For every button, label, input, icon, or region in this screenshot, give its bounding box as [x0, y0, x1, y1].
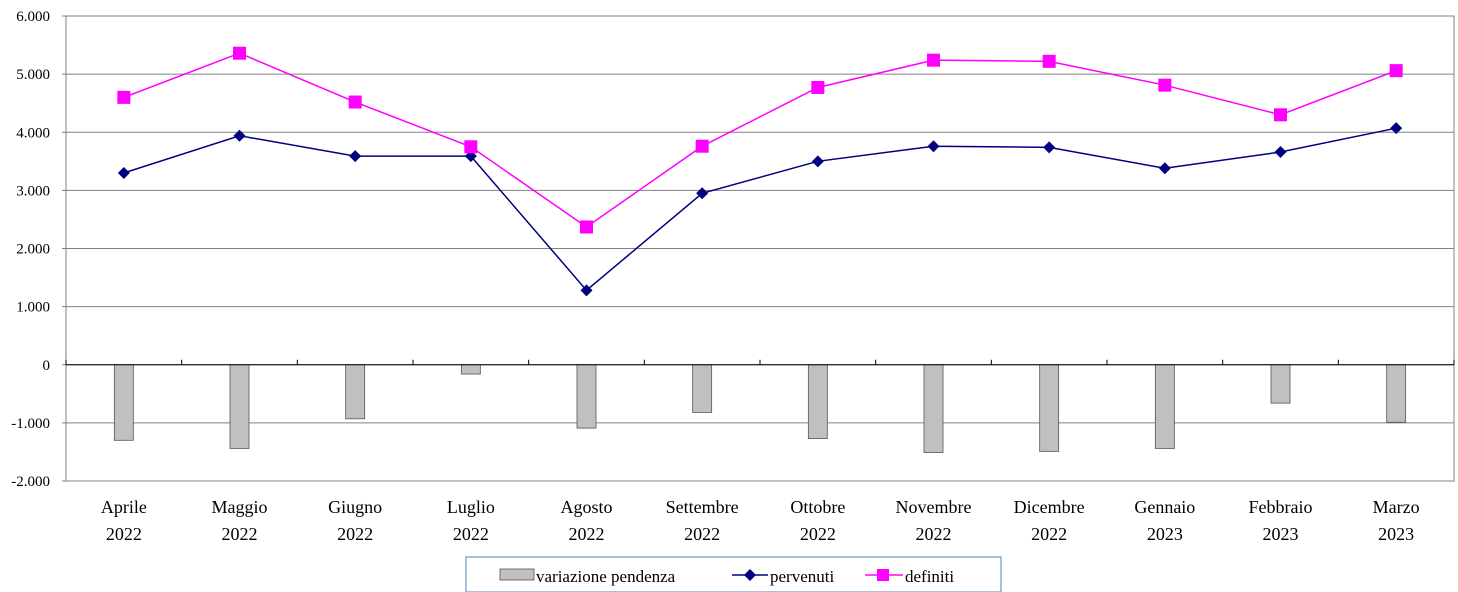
legend: variazione pendenza pervenuti definiti [465, 556, 1002, 592]
legend-marker-definiti [877, 569, 889, 581]
point-definiti [348, 95, 362, 109]
point-definiti [811, 80, 825, 94]
point-definiti [695, 139, 709, 153]
point-pervenuti [927, 140, 940, 153]
point-pervenuti [1274, 146, 1287, 159]
legend-label-definiti: definiti [905, 567, 954, 586]
y-tick-label: 1.000 [16, 300, 50, 316]
x-tick-label: Maggio [212, 497, 268, 517]
x-tick-label-year: 2023 [1263, 524, 1299, 544]
legend-swatch-bar [499, 568, 535, 581]
point-definiti [1158, 78, 1172, 92]
x-tick-label: Settembre [666, 497, 739, 517]
bar-variazione-pendenza [692, 364, 713, 413]
point-pervenuti [349, 150, 362, 163]
point-definiti [1389, 64, 1403, 78]
x-tick-label-year: 2022 [453, 524, 489, 544]
point-definiti [580, 220, 593, 234]
y-tick-label: 0 [43, 358, 51, 374]
x-tick-label-year: 2022 [800, 524, 836, 544]
bar-variazione-pendenza [1270, 364, 1291, 404]
point-pervenuti [1158, 162, 1171, 175]
point-pervenuti [811, 155, 824, 168]
bars-variazione-pendenza [113, 364, 1407, 453]
bar-variazione-pendenza [923, 364, 944, 453]
x-tick-label-year: 2022 [337, 524, 373, 544]
plot-area-border [65, 15, 1455, 482]
x-tick-label: Aprile [101, 497, 147, 517]
y-axis-tick-labels: 6.000 5.000 4.000 3.000 2.000 1.000 0 -1.000 -2.… [11, 9, 50, 490]
y-tick-label: 2.000 [16, 242, 50, 258]
x-tick-label-year: 2022 [569, 524, 605, 544]
x-tick-label: Luglio [447, 497, 495, 517]
point-pervenuti [1043, 141, 1056, 154]
x-tick-label: Novembre [896, 497, 972, 517]
bar-variazione-pendenza [345, 364, 366, 420]
x-tick-label-year: 2023 [1378, 524, 1414, 544]
y-tick-label: -2.000 [11, 474, 50, 490]
x-tick-label: Dicembre [1014, 497, 1085, 517]
bar-variazione-pendenza [1386, 364, 1407, 423]
bar-variazione-pendenza [113, 364, 134, 441]
bar-variazione-pendenza [1039, 364, 1060, 452]
x-tick-label: Ottobre [790, 497, 845, 517]
line-definiti [123, 52, 1397, 228]
legend-marker-pervenuti [744, 569, 756, 581]
y-tick-label: 6.000 [16, 9, 50, 25]
point-definiti [927, 53, 940, 67]
x-tick-label-year: 2022 [1031, 524, 1067, 544]
point-pervenuti [233, 129, 246, 142]
x-tick-label: Giugno [328, 497, 382, 517]
x-tick-label-year: 2022 [106, 524, 142, 544]
point-pervenuti [696, 187, 709, 200]
bar-variazione-pendenza [807, 364, 828, 439]
x-tick-label: Gennaio [1134, 497, 1195, 517]
x-tick-label-year: 2022 [222, 524, 258, 544]
gridlines [62, 15, 1454, 482]
bar-variazione-pendenza [576, 364, 597, 429]
bar-variazione-pendenza [460, 364, 481, 375]
bar-variazione-pendenza [1154, 364, 1175, 449]
zero-axis [65, 359, 1455, 366]
series-lines [117, 46, 1403, 297]
point-definiti [233, 46, 246, 60]
y-tick-label: 5.000 [16, 67, 50, 83]
bar-variazione-pendenza [229, 364, 250, 449]
point-pervenuti [117, 166, 130, 179]
x-tick-label: Febbraio [1249, 497, 1313, 517]
point-definiti [1042, 54, 1056, 68]
legend-label-variazione-pendenza: variazione pendenza [536, 567, 676, 586]
y-tick-label: 3.000 [16, 183, 50, 199]
line-pervenuti [123, 127, 1397, 292]
y-tick-label: -1.000 [11, 416, 50, 432]
y-tick-label: 4.000 [16, 125, 50, 141]
point-definiti [1274, 108, 1287, 122]
point-definiti [464, 140, 478, 154]
x-tick-label: Agosto [560, 497, 612, 517]
point-pervenuti [1390, 122, 1403, 135]
x-tick-label: Marzo [1373, 497, 1420, 517]
legend-label-pervenuti: pervenuti [770, 567, 834, 586]
point-pervenuti [580, 284, 593, 297]
x-tick-label-year: 2023 [1147, 524, 1183, 544]
x-tick-label-year: 2022 [916, 524, 952, 544]
x-axis-tick-labels: Aprile 2022 Maggio 2022 Giugno 2022 Luglio 2022… [101, 497, 1420, 544]
x-tick-label-year: 2022 [684, 524, 720, 544]
point-definiti [117, 90, 131, 104]
